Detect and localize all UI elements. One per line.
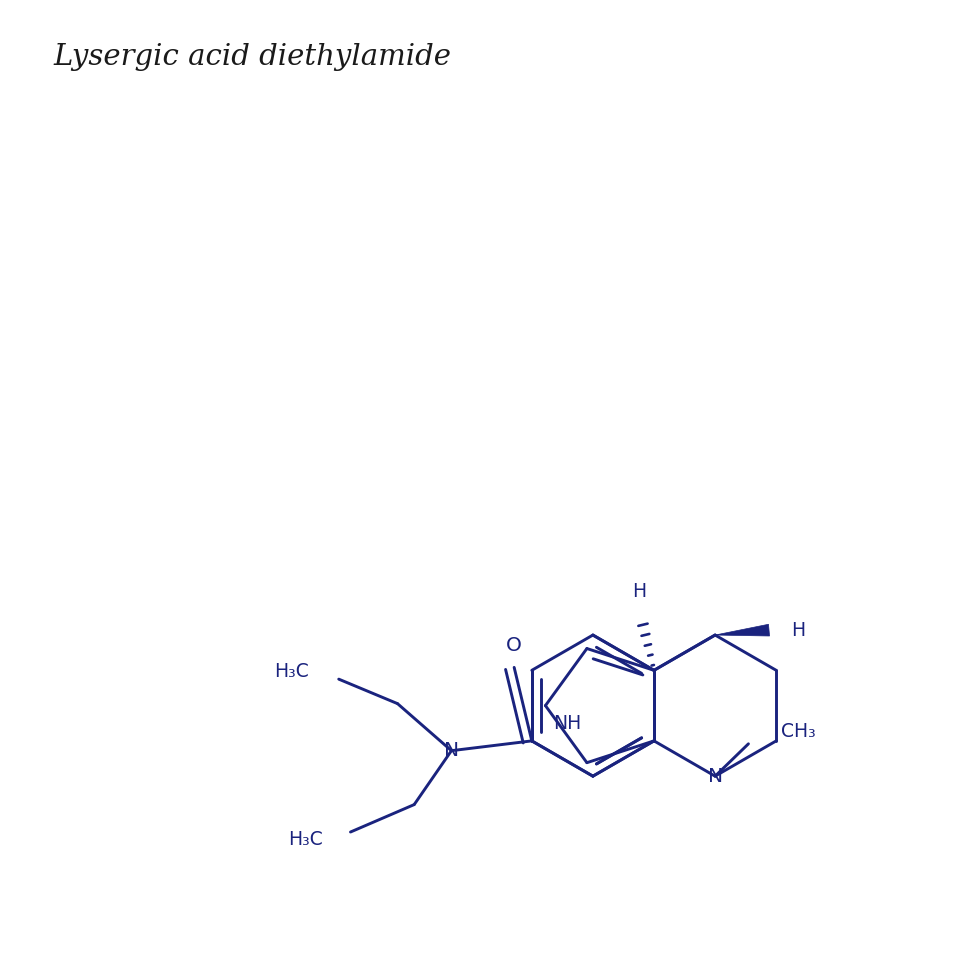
Text: H₃C: H₃C <box>288 830 323 850</box>
Polygon shape <box>715 624 769 636</box>
Text: Lysergic acid diethylamide: Lysergic acid diethylamide <box>54 43 452 71</box>
Text: H: H <box>792 620 806 640</box>
Text: H₃C: H₃C <box>274 662 310 681</box>
Text: N: N <box>444 741 459 760</box>
Text: CH₃: CH₃ <box>781 721 815 741</box>
Text: H: H <box>632 582 647 602</box>
Text: O: O <box>507 636 522 656</box>
Text: NH: NH <box>553 713 581 733</box>
Text: N: N <box>708 766 722 786</box>
